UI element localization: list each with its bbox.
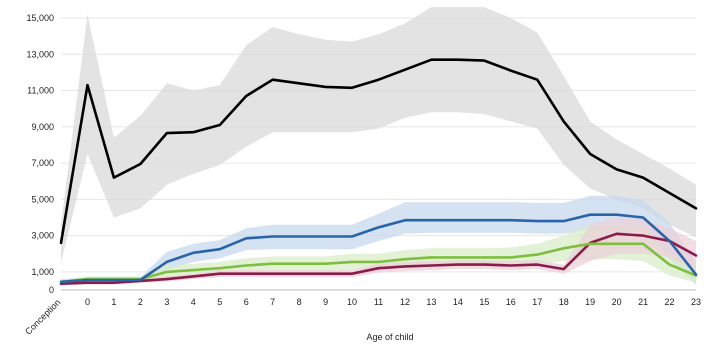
- x-tick-label-1: 0: [85, 297, 90, 307]
- x-tick-label-18: 17: [532, 297, 542, 307]
- series-0-line: [59, 58, 698, 245]
- y-axis-tick-labels: 0 1,000 3,000 5,000 7,000 9,000 11,000 13,000 15…: [26, 13, 54, 295]
- x-tick-label-21: 20: [612, 297, 622, 307]
- y-tick-label-6: 11,000: [27, 86, 54, 96]
- y-tick-label-4: 7,000: [31, 158, 54, 168]
- x-tick-label-7: 6: [244, 297, 249, 307]
- x-tick-label-5: 4: [191, 297, 196, 307]
- x-tick-label-23: 22: [665, 297, 675, 307]
- x-tick-label-8: 7: [270, 297, 275, 307]
- x-tick-label-24: 23: [691, 297, 701, 307]
- y-tick-label-0: 0: [49, 285, 54, 295]
- series-0-band: [61, 7, 696, 263]
- y-tick-label-8: 15,000: [26, 13, 54, 23]
- x-tick-label-20: 19: [585, 297, 595, 307]
- x-tick-label-10: 9: [323, 297, 328, 307]
- series-3-band: [61, 217, 696, 286]
- x-tick-label-9: 8: [297, 297, 302, 307]
- y-tick-label-2: 3,000: [31, 231, 54, 241]
- x-tick-label-2: 1: [111, 297, 116, 307]
- y-tick-label-1: 1,000: [31, 267, 54, 277]
- x-tick-label-12: 11: [374, 297, 383, 307]
- x-axis-tick-labels: Conception 0 1 2 3 4 5 6 7 8 9 10 11 12 13 14 15 16 17 18 19…: [23, 297, 701, 337]
- x-tick-label-15: 14: [453, 297, 463, 307]
- y-tick-label-5: 9,000: [31, 122, 54, 132]
- x-tick-label-3: 2: [138, 297, 143, 307]
- x-tick-label-13: 12: [400, 297, 410, 307]
- x-tick-label-6: 5: [217, 297, 222, 307]
- x-tick-label-22: 21: [638, 297, 648, 307]
- y-tick-label-3: 5,000: [31, 194, 54, 204]
- x-tick-label-19: 18: [559, 297, 569, 307]
- series-lines: [59, 58, 698, 286]
- x-axis-title: Age of child: [366, 332, 413, 342]
- y-tick-label-7: 13,000: [26, 49, 54, 59]
- series-2-line: [59, 242, 698, 284]
- x-tick-label-11: 10: [347, 297, 357, 307]
- x-tick-label-4: 3: [164, 297, 169, 307]
- series-1-band: [61, 195, 696, 285]
- x-tick-label-14: 13: [426, 297, 436, 307]
- x-tick-label-17: 16: [506, 297, 516, 307]
- series-1-line: [59, 213, 698, 284]
- x-tick-label-0: Conception: [23, 297, 62, 336]
- x-tick-label-16: 15: [479, 297, 489, 307]
